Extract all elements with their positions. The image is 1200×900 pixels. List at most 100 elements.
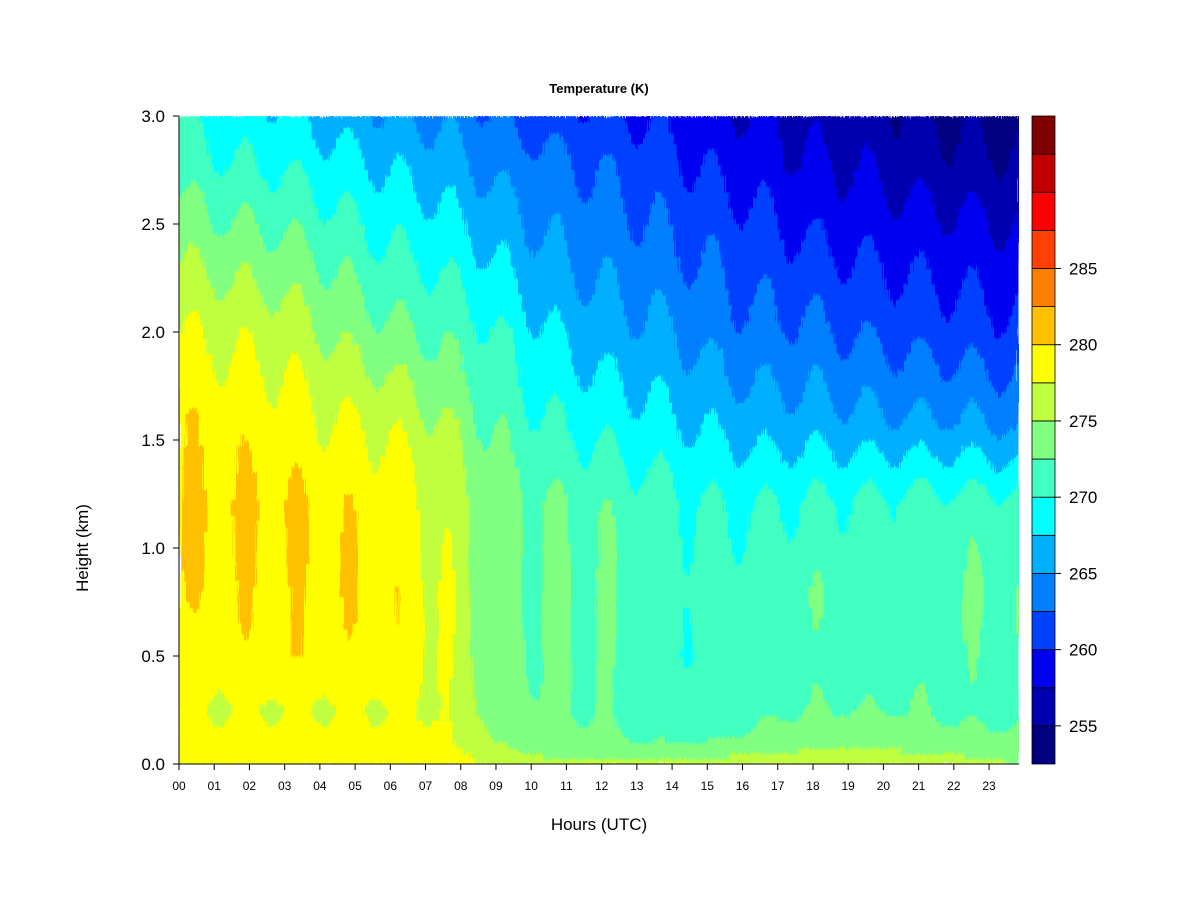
field-cell — [221, 116, 226, 176]
field-cell — [483, 116, 488, 122]
field-cell — [760, 116, 765, 182]
field-cell — [914, 753, 919, 764]
field-cell — [228, 288, 233, 365]
field-cell — [977, 445, 982, 484]
field-cell — [630, 758, 635, 764]
field-cell — [504, 245, 509, 322]
field-cell — [368, 116, 373, 182]
field-cell — [529, 332, 534, 430]
field-cell — [942, 504, 947, 727]
field-cell — [515, 364, 520, 468]
field-cell — [459, 132, 464, 209]
field-cell — [1005, 326, 1010, 387]
field-cell — [739, 467, 744, 565]
field-cell — [385, 445, 390, 711]
field-cell — [959, 450, 964, 490]
field-cell — [546, 402, 551, 490]
field-cell — [648, 391, 653, 468]
field-cell — [427, 726, 432, 764]
field-cell — [938, 429, 943, 463]
field-cell — [273, 726, 278, 764]
field-cell — [200, 591, 205, 764]
field-cell — [410, 380, 415, 463]
field-cell — [742, 553, 747, 738]
field-cell — [368, 461, 373, 700]
field-cell — [903, 753, 908, 764]
field-cell — [399, 116, 404, 155]
field-cell — [592, 294, 597, 376]
field-cell — [616, 116, 621, 176]
field-cell — [893, 747, 898, 764]
field-cell — [826, 391, 831, 446]
field-cell — [683, 666, 688, 743]
field-cell — [459, 440, 464, 749]
field-cell — [658, 450, 663, 738]
field-cell — [854, 116, 859, 171]
field-cell — [683, 369, 688, 446]
field-cell — [606, 499, 611, 760]
field-cell — [718, 423, 723, 490]
field-cell — [340, 197, 345, 263]
field-cell — [595, 758, 600, 764]
field-cell — [690, 116, 695, 193]
field-cell — [613, 715, 618, 760]
field-cell — [336, 116, 341, 139]
field-cell — [959, 116, 964, 128]
field-cell — [641, 240, 646, 333]
field-cell — [921, 337, 926, 398]
field-cell — [756, 720, 761, 754]
field-cell — [763, 116, 768, 182]
field-cell — [963, 202, 968, 279]
field-cell — [900, 461, 905, 500]
field-cell — [959, 359, 964, 414]
field-cell — [273, 116, 278, 122]
field-cell — [483, 197, 488, 268]
field-cell — [238, 623, 243, 764]
field-cell — [539, 116, 544, 155]
field-cell — [182, 116, 187, 193]
field-cell — [434, 283, 439, 355]
field-cell — [1012, 116, 1017, 149]
field-cell — [1001, 332, 1006, 392]
field-cell — [753, 380, 758, 446]
field-cell — [480, 342, 485, 446]
field-cell — [721, 499, 726, 738]
field-cell — [714, 413, 719, 484]
field-cell — [655, 758, 660, 764]
field-cell — [875, 164, 880, 252]
field-cell — [725, 116, 730, 193]
field-cell — [571, 715, 576, 760]
field-cell — [256, 359, 261, 500]
field-cell — [585, 467, 590, 727]
field-cell — [375, 699, 380, 727]
field-cell — [448, 531, 453, 679]
field-cell — [200, 116, 205, 122]
field-cell — [931, 359, 936, 419]
field-cell — [347, 126, 352, 193]
field-cell — [455, 121, 460, 198]
field-cell — [770, 288, 775, 376]
field-cell — [924, 116, 929, 187]
field-cell — [375, 726, 380, 764]
field-cell — [1005, 731, 1010, 764]
field-cell — [921, 396, 926, 441]
field-cell — [389, 164, 394, 241]
field-cell — [301, 229, 306, 295]
field-cell — [431, 148, 436, 220]
field-cell — [217, 116, 222, 176]
field-cell — [966, 191, 971, 268]
field-cell — [732, 461, 737, 554]
field-cell — [851, 348, 856, 414]
field-cell — [368, 321, 373, 382]
field-cell — [921, 683, 926, 754]
field-cell — [809, 224, 814, 301]
field-cell — [403, 364, 408, 430]
colorbar-swatch — [1031, 496, 1056, 536]
field-cell — [732, 126, 737, 220]
field-cell — [259, 234, 264, 295]
field-cell — [438, 710, 443, 764]
field-cell — [403, 429, 408, 764]
field-cell — [476, 116, 481, 122]
field-cell — [529, 116, 534, 160]
x-tick-label: 20 — [877, 779, 891, 793]
